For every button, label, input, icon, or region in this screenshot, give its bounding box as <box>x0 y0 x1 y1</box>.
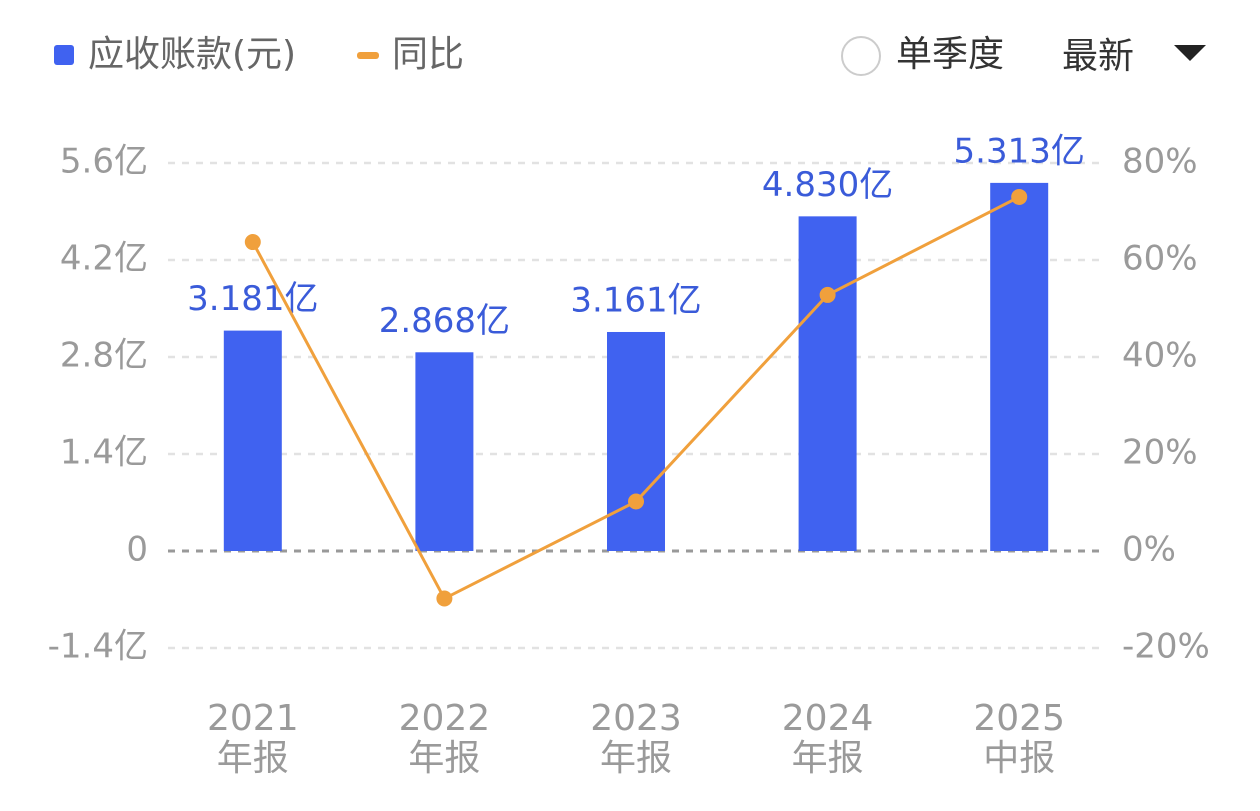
legend-label: 应收账款(元) <box>88 34 296 75</box>
dropdown-label[interactable]: 最新 <box>1062 36 1134 77</box>
y2-tick-label: 40% <box>1122 336 1198 376</box>
radio[interactable] <box>841 36 881 76</box>
value-label: 3.181亿 <box>187 279 318 319</box>
y-tick-label: 5.6亿 <box>60 142 148 182</box>
value-label: 5.313亿 <box>954 131 1085 171</box>
y-tick-label: 2.8亿 <box>60 336 148 376</box>
y-tick-label: 4.2亿 <box>60 239 148 279</box>
toggle-label[interactable]: 单季度 <box>896 34 1004 75</box>
y2-tick-label: 0% <box>1122 530 1176 570</box>
line-point <box>819 286 836 303</box>
value-label: 4.830亿 <box>762 165 893 205</box>
y-tick-label: 0 <box>126 530 148 570</box>
value-label: 3.161亿 <box>570 280 701 320</box>
x-tick-label: 年报 <box>600 738 672 779</box>
y2-tick-label: 80% <box>1122 142 1198 182</box>
bar <box>415 352 474 551</box>
bar <box>990 182 1049 551</box>
x-tick-label: 2022 <box>399 698 491 739</box>
x-tick-label: 年报 <box>792 738 864 779</box>
x-tick-label: 2021 <box>207 698 299 739</box>
quarter-toggle[interactable]: 单季度 <box>841 34 1004 76</box>
x-tick-label: 2023 <box>590 698 682 739</box>
bar <box>607 331 665 551</box>
bar <box>798 216 857 551</box>
legend-swatch-bar <box>54 45 74 65</box>
value-label: 2.868亿 <box>379 301 510 341</box>
y-tick-label: 1.4亿 <box>60 433 148 473</box>
legend-swatch-line <box>357 52 379 59</box>
line-point <box>244 234 261 251</box>
period-dropdown[interactable]: 最新 <box>1062 36 1206 77</box>
x-tick-label: 年报 <box>408 738 480 779</box>
x-tick-label: 2025 <box>973 698 1065 739</box>
bar <box>223 330 282 551</box>
line-point <box>628 493 644 510</box>
y2-tick-label: 20% <box>1122 433 1198 473</box>
y2-tick-label: -20% <box>1122 627 1210 667</box>
line-point <box>436 590 453 607</box>
y-tick-label: -1.4亿 <box>48 627 148 667</box>
x-tick-label: 中报 <box>983 738 1055 779</box>
line-point <box>1011 188 1028 205</box>
y2-tick-label: 60% <box>1122 239 1198 279</box>
dropdown-arrow[interactable] <box>1174 45 1206 61</box>
x-tick-label: 年报 <box>217 738 289 779</box>
x-tick-label: 2024 <box>782 698 874 739</box>
legend-label: 同比 <box>392 34 464 75</box>
